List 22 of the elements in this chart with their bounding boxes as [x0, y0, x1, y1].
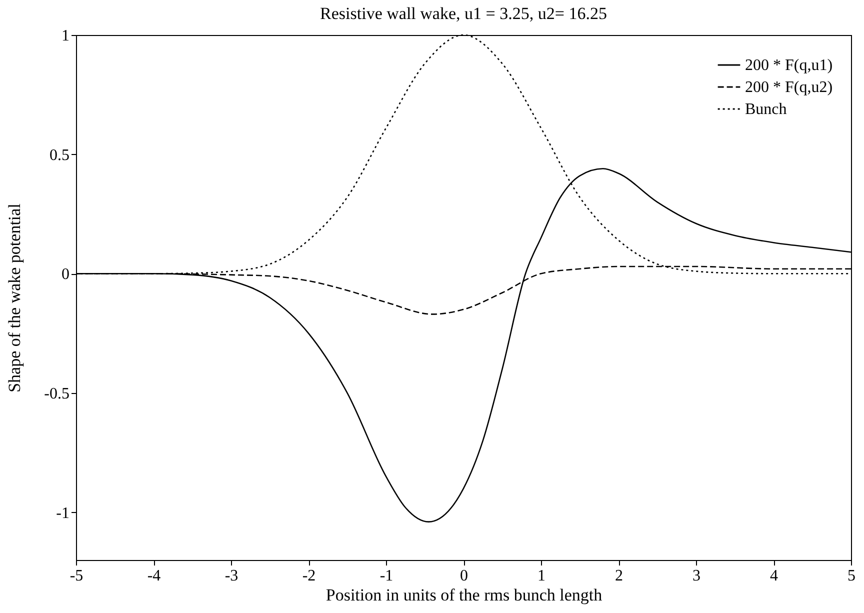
x-tick-label: -5: [70, 568, 84, 584]
y-tick-label: 1: [62, 28, 70, 44]
x-tick-label: -3: [224, 568, 238, 584]
x-tick-label: -1: [380, 568, 394, 584]
y-tick-label: -1: [56, 504, 70, 522]
x-tick-label: -2: [302, 568, 316, 584]
legend-label: 200 * F(q,u2): [745, 79, 833, 96]
x-tick-label: 0: [460, 568, 468, 584]
y-axis-title: Shape of the wake potential: [5, 203, 24, 392]
x-tick-label: 4: [770, 568, 778, 584]
y-tick-label: 0: [62, 266, 70, 284]
x-tick-label: 1: [538, 568, 546, 584]
x-axis-title: Position in units of the rms bunch length: [326, 586, 603, 604]
chart-title: Resistive wall wake, u1 = 3.25, u2= 16.25: [320, 4, 607, 23]
y-tick-label: 0.5: [50, 146, 70, 164]
x-tick-label: 3: [692, 568, 700, 584]
x-tick-label: 5: [848, 568, 856, 584]
y-tick-label: -0.5: [44, 385, 70, 402]
legend-label: 200 * F(q,u1): [745, 57, 833, 74]
x-tick-label: 2: [615, 568, 623, 584]
legend-label: Bunch: [745, 101, 787, 118]
x-tick-label: -4: [147, 568, 161, 584]
